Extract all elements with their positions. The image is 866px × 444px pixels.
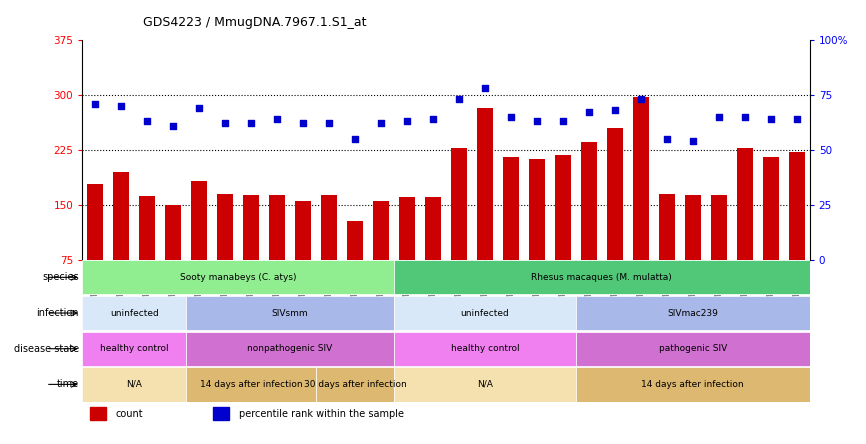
Point bbox=[244, 120, 258, 127]
Point bbox=[478, 85, 492, 92]
Point bbox=[114, 102, 128, 109]
Bar bbox=[316, 367, 394, 401]
Point bbox=[166, 122, 180, 129]
Point bbox=[296, 120, 310, 127]
Bar bbox=[451, 147, 467, 259]
Bar bbox=[737, 147, 753, 259]
Bar bbox=[82, 332, 186, 366]
Text: SIVmac239: SIVmac239 bbox=[668, 309, 718, 317]
Bar bbox=[711, 195, 727, 259]
Point bbox=[764, 115, 778, 123]
Bar bbox=[394, 332, 576, 366]
Bar bbox=[425, 197, 441, 259]
Bar bbox=[191, 181, 207, 259]
Text: Sooty manabeys (C. atys): Sooty manabeys (C. atys) bbox=[180, 273, 296, 282]
Text: time: time bbox=[56, 379, 79, 389]
Bar bbox=[685, 195, 701, 259]
Point bbox=[400, 118, 414, 125]
Point bbox=[686, 137, 700, 144]
Bar bbox=[394, 260, 810, 294]
Text: uninfected: uninfected bbox=[110, 309, 158, 317]
Point bbox=[322, 120, 336, 127]
Point bbox=[88, 100, 102, 107]
Bar bbox=[139, 196, 155, 259]
Text: disease state: disease state bbox=[14, 344, 79, 354]
Bar bbox=[213, 407, 229, 420]
Bar bbox=[555, 155, 571, 259]
Point bbox=[218, 120, 232, 127]
Bar bbox=[529, 159, 545, 259]
Bar bbox=[607, 128, 623, 259]
Bar bbox=[321, 195, 337, 259]
Text: SIVsmm: SIVsmm bbox=[272, 309, 308, 317]
Point bbox=[582, 109, 596, 116]
Point bbox=[452, 96, 466, 103]
Point bbox=[348, 135, 362, 143]
Bar bbox=[243, 195, 259, 259]
Bar bbox=[477, 108, 493, 259]
Bar bbox=[347, 221, 363, 259]
Text: species: species bbox=[42, 272, 79, 282]
Point bbox=[660, 135, 674, 143]
Bar bbox=[763, 157, 779, 259]
Bar bbox=[659, 194, 675, 259]
Bar bbox=[503, 157, 519, 259]
Bar bbox=[394, 296, 576, 330]
Bar bbox=[576, 367, 810, 401]
Text: percentile rank within the sample: percentile rank within the sample bbox=[239, 409, 404, 419]
Point bbox=[504, 113, 518, 120]
Point bbox=[790, 115, 804, 123]
Point bbox=[426, 115, 440, 123]
Text: healthy control: healthy control bbox=[100, 344, 169, 353]
Bar bbox=[269, 195, 285, 259]
Text: Rhesus macaques (M. mulatta): Rhesus macaques (M. mulatta) bbox=[532, 273, 672, 282]
Bar bbox=[373, 201, 389, 259]
Bar bbox=[217, 194, 233, 259]
Bar bbox=[295, 201, 311, 259]
Bar bbox=[576, 332, 810, 366]
Point bbox=[608, 107, 622, 114]
Text: uninfected: uninfected bbox=[461, 309, 509, 317]
Text: N/A: N/A bbox=[126, 380, 142, 389]
Bar bbox=[82, 367, 186, 401]
Text: nonpathogenic SIV: nonpathogenic SIV bbox=[248, 344, 333, 353]
Text: 14 days after infection: 14 days after infection bbox=[200, 380, 302, 389]
Text: healthy control: healthy control bbox=[450, 344, 520, 353]
Point bbox=[192, 104, 206, 111]
Text: GDS4223 / MmugDNA.7967.1.S1_at: GDS4223 / MmugDNA.7967.1.S1_at bbox=[143, 16, 366, 29]
Point bbox=[530, 118, 544, 125]
Text: 14 days after infection: 14 days after infection bbox=[642, 380, 744, 389]
Bar bbox=[789, 152, 805, 259]
Bar bbox=[633, 97, 649, 259]
Bar bbox=[113, 172, 129, 259]
Text: infection: infection bbox=[36, 308, 79, 318]
Bar bbox=[186, 332, 394, 366]
Bar bbox=[82, 260, 394, 294]
Bar bbox=[581, 143, 597, 259]
Point bbox=[634, 96, 648, 103]
Point bbox=[712, 113, 726, 120]
Bar bbox=[394, 367, 576, 401]
Point bbox=[556, 118, 570, 125]
Text: pathogenic SIV: pathogenic SIV bbox=[659, 344, 727, 353]
Bar bbox=[87, 184, 103, 259]
Point bbox=[270, 115, 284, 123]
Bar bbox=[82, 296, 186, 330]
Bar bbox=[186, 367, 316, 401]
Bar bbox=[399, 197, 415, 259]
Bar bbox=[186, 296, 394, 330]
Point bbox=[738, 113, 752, 120]
Text: 30 days after infection: 30 days after infection bbox=[304, 380, 406, 389]
Point bbox=[140, 118, 154, 125]
Bar bbox=[89, 407, 106, 420]
Point bbox=[374, 120, 388, 127]
Bar bbox=[576, 296, 810, 330]
Bar bbox=[165, 205, 181, 259]
Text: N/A: N/A bbox=[477, 380, 493, 389]
Text: count: count bbox=[115, 409, 143, 419]
